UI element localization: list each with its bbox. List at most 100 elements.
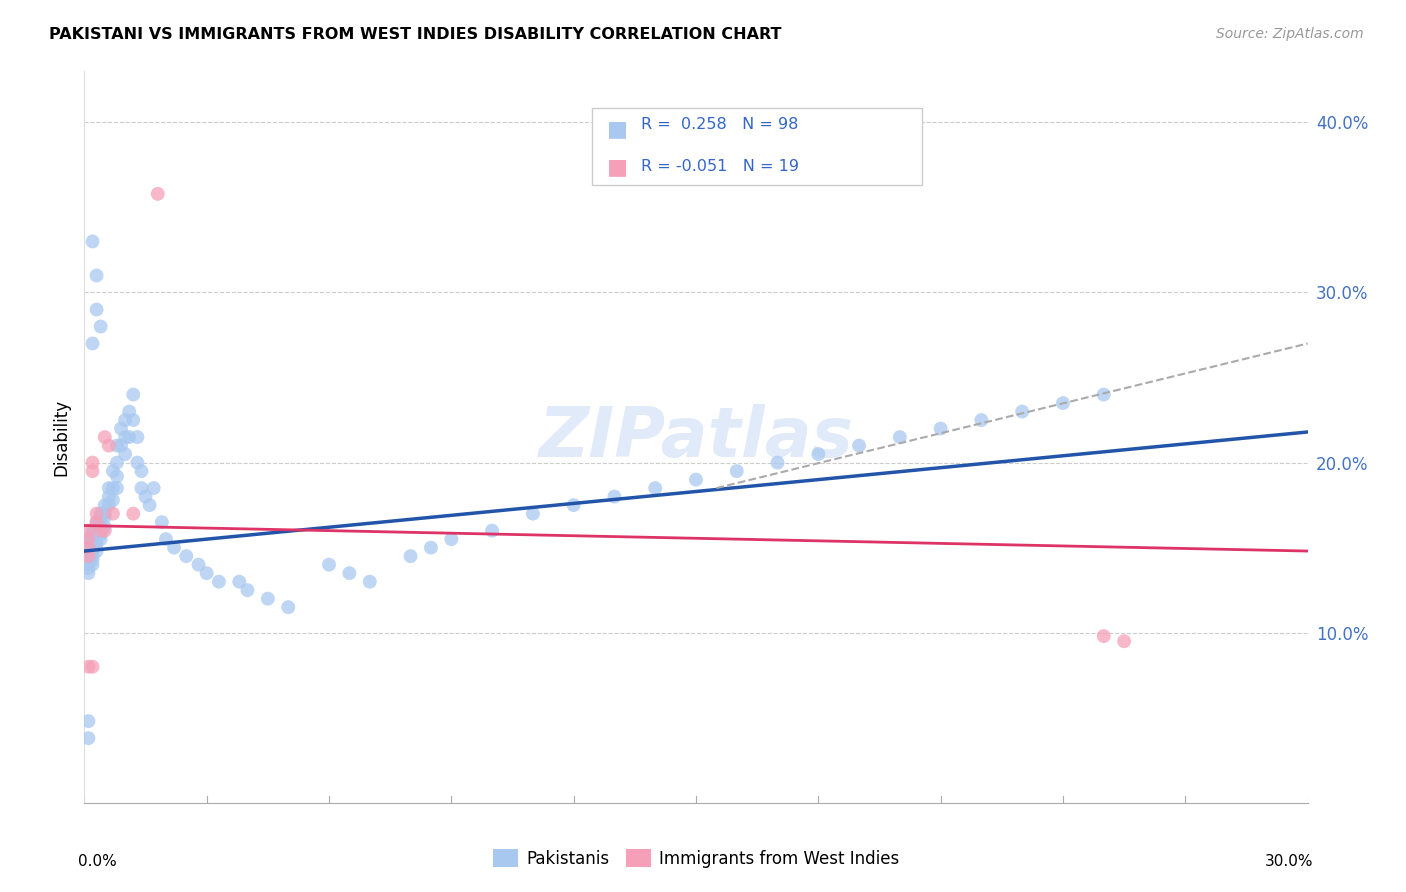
Point: [105, 456, 128, 470]
Point: [82, 464, 104, 478]
Point: [163, 541, 186, 555]
Point: [90, 319, 112, 334]
Point: [90, 524, 112, 538]
Point: [82, 549, 104, 563]
Point: [97, 481, 120, 495]
Point: [86, 520, 108, 534]
Point: [77, 659, 100, 673]
Point: [807, 447, 830, 461]
Point: [127, 430, 149, 444]
Point: [110, 439, 132, 453]
Point: [399, 549, 422, 563]
Point: [195, 566, 218, 581]
Point: [122, 413, 145, 427]
Point: [86, 544, 108, 558]
Point: [970, 413, 993, 427]
Point: [114, 413, 136, 427]
Point: [101, 493, 124, 508]
Point: [359, 574, 381, 589]
Point: [236, 583, 259, 598]
Point: [77, 558, 100, 572]
Point: [77, 566, 100, 581]
Point: [101, 481, 124, 495]
Point: [101, 507, 124, 521]
Point: [440, 532, 463, 546]
Point: [127, 456, 149, 470]
Point: [146, 186, 169, 201]
Point: [90, 520, 112, 534]
Point: [82, 552, 104, 566]
Point: [93, 510, 115, 524]
Point: [118, 404, 141, 418]
Point: [93, 430, 115, 444]
Point: [77, 532, 100, 546]
Point: [122, 387, 145, 401]
Point: [150, 515, 173, 529]
Point: [86, 507, 108, 521]
Point: [208, 574, 231, 589]
Point: [86, 515, 108, 529]
Point: [766, 456, 789, 470]
Point: [86, 515, 108, 529]
Point: [77, 544, 100, 558]
Point: [77, 549, 100, 563]
Point: [1092, 629, 1115, 643]
Point: [685, 473, 707, 487]
Point: [82, 537, 104, 551]
Text: ZIPatlas: ZIPatlas: [538, 403, 853, 471]
Point: [1011, 404, 1033, 418]
Point: [318, 558, 340, 572]
Point: [105, 439, 128, 453]
Point: [138, 498, 160, 512]
Point: [90, 510, 112, 524]
Point: [86, 529, 108, 543]
Point: [1052, 396, 1074, 410]
Point: [1092, 387, 1115, 401]
Point: [889, 430, 911, 444]
Point: [105, 481, 128, 495]
Text: PAKISTANI VS IMMIGRANTS FROM WEST INDIES DISABILITY CORRELATION CHART: PAKISTANI VS IMMIGRANTS FROM WEST INDIES…: [49, 27, 782, 42]
Point: [77, 524, 100, 538]
Point: [90, 507, 112, 521]
Point: [82, 524, 104, 538]
Point: [848, 439, 870, 453]
Point: [257, 591, 280, 606]
Point: [82, 558, 104, 572]
Point: [93, 520, 115, 534]
Point: [77, 561, 100, 575]
Text: ■: ■: [606, 119, 627, 139]
Point: [114, 447, 136, 461]
Point: [90, 527, 112, 541]
Point: [77, 541, 100, 555]
Text: 0.0%: 0.0%: [79, 854, 117, 869]
Point: [82, 544, 104, 558]
Point: [86, 524, 108, 538]
Point: [228, 574, 250, 589]
Point: [82, 456, 104, 470]
Text: 30.0%: 30.0%: [1265, 854, 1313, 869]
Point: [82, 659, 104, 673]
Point: [420, 541, 443, 555]
Text: R =  0.258   N = 98: R = 0.258 N = 98: [641, 118, 799, 132]
Text: R = -0.051   N = 19: R = -0.051 N = 19: [641, 159, 799, 174]
Point: [101, 464, 124, 478]
Point: [77, 714, 100, 728]
Point: [1114, 634, 1136, 648]
Point: [93, 524, 115, 538]
Point: [603, 490, 626, 504]
Point: [114, 430, 136, 444]
Point: [644, 481, 666, 495]
Point: [97, 498, 120, 512]
Text: Source: ZipAtlas.com: Source: ZipAtlas.com: [1216, 27, 1364, 41]
FancyBboxPatch shape: [592, 108, 922, 185]
Point: [122, 507, 145, 521]
Point: [142, 481, 165, 495]
Point: [77, 532, 100, 546]
Point: [277, 600, 299, 615]
Y-axis label: Disability: Disability: [52, 399, 70, 475]
Point: [77, 549, 100, 563]
Point: [118, 430, 141, 444]
Point: [131, 464, 153, 478]
Point: [93, 507, 115, 521]
Point: [90, 532, 112, 546]
